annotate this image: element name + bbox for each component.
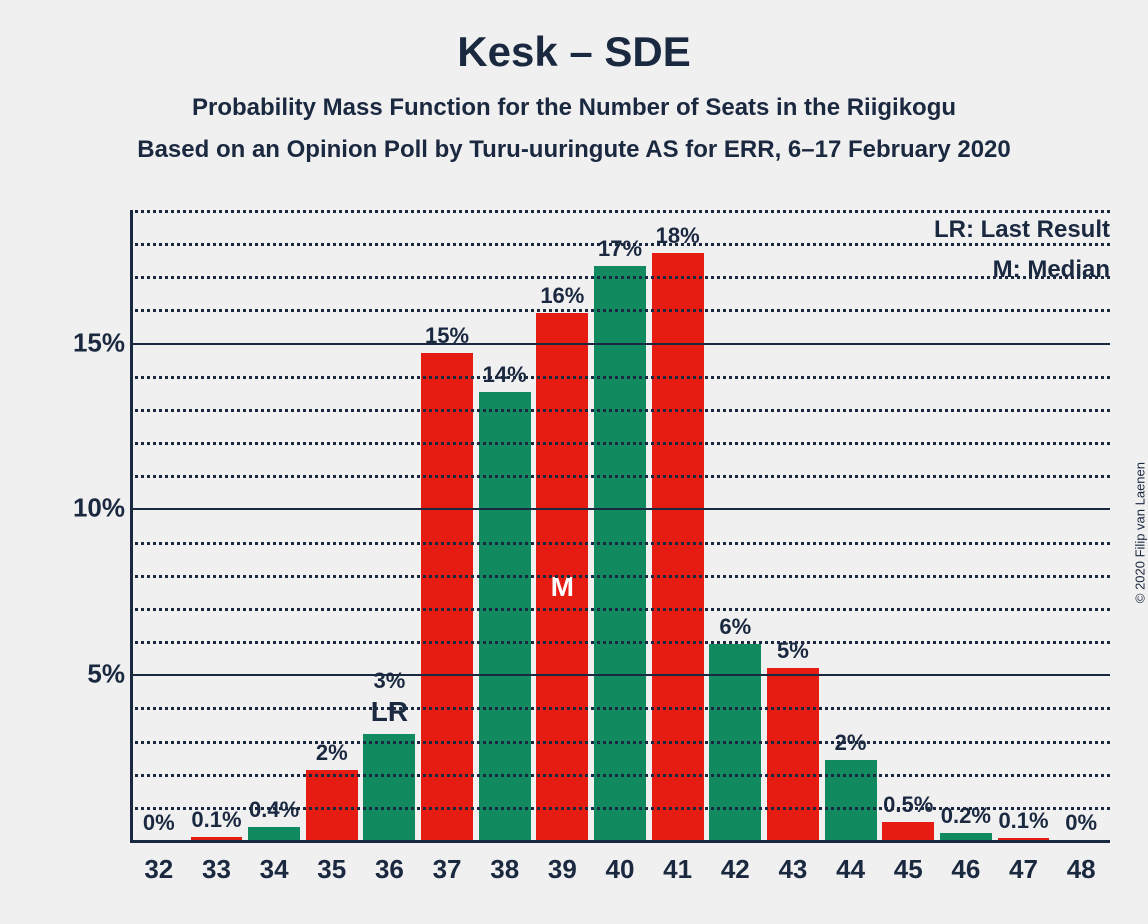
bar [767,668,819,840]
bar-value-label: 17% [598,236,642,262]
chart-container: LR: Last Result M: Median 0%0.1%0.4%2%LR… [70,200,1118,840]
y-tick-label: 5% [70,659,125,690]
y-tick-label: 10% [70,493,125,524]
x-tick-label: 35 [317,854,346,885]
grid-minor [130,475,1110,478]
chart-title: Kesk – SDE [0,0,1148,76]
bar [248,827,300,840]
grid-minor [130,243,1110,246]
x-tick-label: 48 [1067,854,1096,885]
grid-minor [130,542,1110,545]
grid-major [130,508,1110,510]
grid-minor [130,376,1110,379]
copyright-text: © 2020 Filip van Laenen [1133,462,1148,603]
chart-subtitle: Probability Mass Function for the Number… [0,94,1148,122]
bar-value-label: 0% [143,810,175,836]
grid-minor [130,309,1110,312]
x-tick-label: 42 [721,854,750,885]
x-tick-label: 43 [778,854,807,885]
grid-minor [130,741,1110,744]
bar-value-label: 15% [425,323,469,349]
x-tick-label: 38 [490,854,519,885]
plot-area: LR: Last Result M: Median 0%0.1%0.4%2%LR… [130,210,1110,840]
y-tick-label: 15% [70,327,125,358]
bar [825,760,877,840]
bar-value-label: 6% [719,614,751,640]
bar-value-label: 2% [316,740,348,766]
bar [882,822,934,840]
x-tick-label: 45 [894,854,923,885]
grid-minor [130,608,1110,611]
legend-m: M: Median [934,256,1110,284]
annotation-lr: LR [371,696,408,728]
x-tick-label: 44 [836,854,865,885]
bar-value-label: 0.1% [191,807,241,833]
x-tick-label: 39 [548,854,577,885]
x-tick-label: 34 [260,854,289,885]
grid-minor [130,641,1110,644]
x-axis [130,840,1110,843]
bar [652,253,704,840]
x-tick-label: 47 [1009,854,1038,885]
bar [191,837,243,840]
x-tick-label: 46 [951,854,980,885]
grid-minor [130,276,1110,279]
grid-minor [130,210,1110,213]
grid-minor [130,442,1110,445]
bar [421,353,473,840]
grid-minor [130,774,1110,777]
bar-value-label: 0% [1065,810,1097,836]
grid-minor [130,807,1110,810]
legend: LR: Last Result M: Median [934,216,1110,296]
x-tick-label: 36 [375,854,404,885]
grid-major [130,674,1110,676]
x-tick-label: 40 [606,854,635,885]
bar [363,734,415,840]
bar [594,266,646,840]
bar-value-label: 0.1% [998,808,1048,834]
bar-value-label: 0.5% [883,792,933,818]
grid-major [130,343,1110,345]
bar [940,833,992,840]
chart-source: Based on an Opinion Poll by Turu-uuringu… [0,136,1148,164]
grid-minor [130,409,1110,412]
x-tick-label: 33 [202,854,231,885]
bar [306,770,358,840]
grid-minor [130,575,1110,578]
bar-value-label: 16% [540,283,584,309]
legend-lr: LR: Last Result [934,216,1110,244]
x-tick-label: 32 [144,854,173,885]
grid-minor [130,707,1110,710]
x-tick-label: 41 [663,854,692,885]
x-tick-label: 37 [433,854,462,885]
bar [998,838,1050,840]
bar-value-label: 3% [374,668,406,694]
